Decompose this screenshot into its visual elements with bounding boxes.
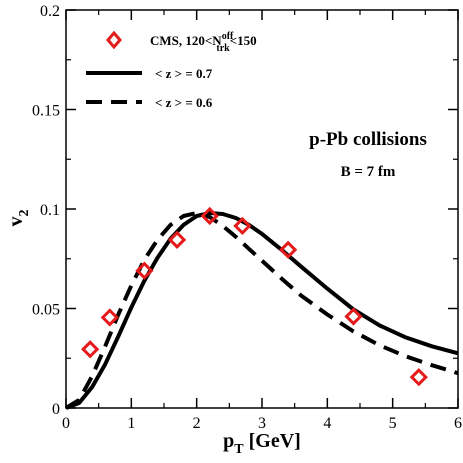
annotation-system: p-Pb collisions	[309, 129, 427, 150]
legend-label-z07: < z > = 0.7	[155, 66, 213, 81]
x-tick-label: 0	[62, 415, 70, 432]
x-tick-label: 3	[258, 415, 266, 432]
cms-data-point	[81, 340, 100, 359]
cms-data-point	[409, 368, 428, 387]
plot-layer	[64, 206, 459, 410]
cms-data-point	[200, 206, 219, 226]
cms-data-point	[233, 216, 252, 236]
annotation-impact: B = 7 fm	[341, 164, 396, 180]
x-tick-label: 4	[323, 415, 331, 432]
x-axis-title-rest: [GeV]	[244, 430, 301, 452]
legend-label-cms-main: CMS, 120<N	[150, 33, 222, 48]
y-tick-label: 0.1	[40, 202, 60, 219]
x-tick-label: 5	[389, 415, 397, 432]
cms-data-point	[167, 230, 187, 249]
legend-marker-cms	[106, 30, 122, 50]
cms-data-point	[344, 307, 363, 326]
y-tick-label: 0	[52, 401, 60, 418]
legend-label-z06: < z > = 0.6	[155, 95, 213, 110]
legend-label-cms-sup: off	[222, 31, 234, 42]
legend-label-cms: CMS, 120<Noff trk<150	[150, 31, 257, 54]
cms-data-point	[135, 261, 154, 280]
legend-label-cms-rest: <150	[230, 33, 257, 48]
cms-data-point	[279, 240, 298, 259]
x-tick-label: 1	[127, 415, 135, 432]
y-axis-title: v2	[5, 210, 32, 227]
y-axis-title-sub: 2	[17, 210, 32, 217]
cms-data-point	[100, 308, 119, 327]
x-axis-title-main: p	[223, 430, 234, 452]
x-axis-title: pT [GeV]	[223, 430, 301, 457]
x-tick-label: 2	[193, 415, 201, 432]
y-axis-title-main: v	[5, 217, 27, 227]
y-tick-label: 0.05	[32, 302, 60, 319]
y-tick-label: 0.2	[40, 3, 60, 20]
axis-ticks: 0 1 2 3 4 5 6 0 0.05 0.1 0.15 0.2	[32, 3, 462, 432]
y-tick-label: 0.15	[32, 103, 60, 120]
legend: CMS, 120<Noff trk<150 < z > = 0.7 < z > =…	[86, 30, 257, 110]
x-tick-label: 6	[454, 415, 462, 432]
legend-label-cms-sub: trk	[216, 43, 230, 54]
x-axis-title-sub: T	[234, 442, 244, 457]
